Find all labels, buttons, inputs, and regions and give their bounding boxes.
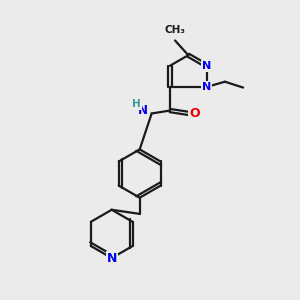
Text: O: O [189, 107, 200, 120]
Text: N: N [138, 104, 148, 117]
Text: N: N [202, 61, 211, 71]
Text: H: H [132, 99, 141, 109]
Text: CH₃: CH₃ [164, 25, 185, 35]
Text: N: N [106, 252, 117, 265]
Text: N: N [202, 82, 211, 92]
